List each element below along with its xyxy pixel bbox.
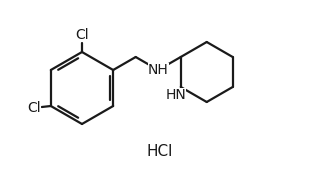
Text: HCl: HCl — [147, 143, 173, 158]
Text: Cl: Cl — [27, 101, 41, 115]
Text: Cl: Cl — [75, 28, 89, 42]
Text: HN: HN — [165, 88, 186, 102]
Text: NH: NH — [148, 63, 169, 77]
